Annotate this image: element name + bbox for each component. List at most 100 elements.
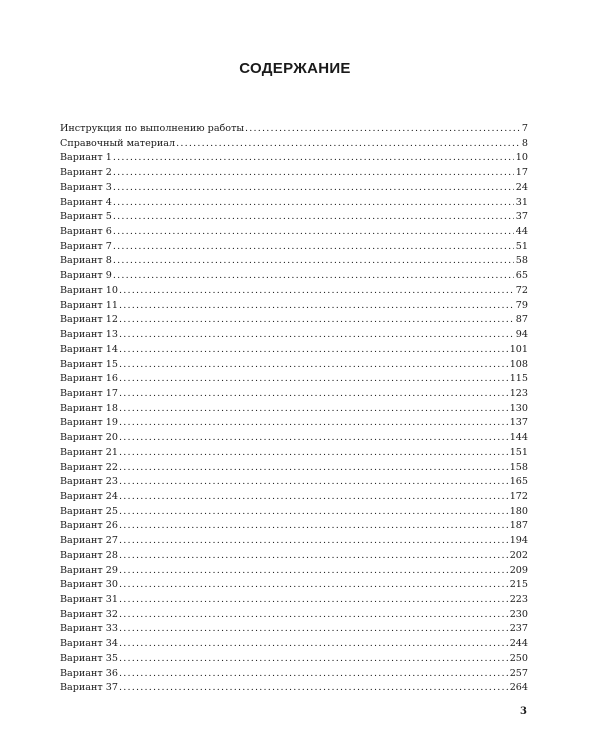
toc-entry-page: 215 (509, 579, 528, 591)
toc-entry-label: Вариант 31 (60, 594, 118, 605)
dot-leader (119, 534, 508, 549)
toc-entry[interactable]: Вариант 17 123 (60, 387, 528, 402)
toc-entry-page: 8 (521, 137, 528, 149)
toc-entry-page: 158 (509, 461, 528, 473)
toc-entry-label: Вариант 9 (60, 270, 112, 282)
dot-leader (119, 402, 508, 417)
toc-entry[interactable]: Вариант 36 257 (60, 667, 528, 682)
toc-entry-label: Вариант 25 (60, 505, 118, 517)
toc-entry-label: Вариант 16 (60, 373, 118, 385)
dot-leader (119, 667, 508, 682)
dot-leader (113, 240, 514, 255)
toc-entry[interactable]: Вариант 11 79 (60, 299, 528, 314)
toc-entry-label: Вариант 18 (60, 402, 118, 414)
toc-entry-page: 257 (509, 667, 528, 679)
toc-entry[interactable]: Вариант 22 158 (60, 461, 528, 476)
toc-entry[interactable]: Вариант 7 51 (60, 240, 528, 255)
toc-entry[interactable]: Вариант 15 108 (60, 358, 528, 373)
toc-entry[interactable]: Вариант 34 244 (60, 637, 528, 652)
toc-entry-label: Вариант 27 (60, 535, 118, 547)
dot-leader (119, 299, 514, 314)
toc-entry-page: 165 (509, 476, 528, 488)
toc-entry-label: Вариант 32 (60, 608, 118, 620)
toc-entry-page: 79 (515, 299, 528, 311)
page-number: 3 (520, 706, 527, 717)
toc-entry[interactable]: Инструкция по выполнению работы 7 (60, 122, 528, 137)
toc-entry[interactable]: Вариант 27 194 (60, 534, 528, 549)
toc-entry-label: Вариант 23 (60, 476, 118, 488)
toc-entry-page: 123 (509, 387, 528, 399)
toc-entry-page: 250 (509, 652, 528, 664)
toc-entry[interactable]: Вариант 4 31 (60, 196, 528, 211)
toc-entry-page: 7 (521, 123, 528, 134)
toc-entry-label: Вариант 33 (60, 623, 118, 635)
dot-leader (119, 372, 508, 387)
toc-entry[interactable]: Вариант 25 180 (60, 505, 528, 520)
toc-entry[interactable]: Вариант 18 130 (60, 402, 528, 417)
toc-entry-page: 209 (509, 564, 528, 576)
toc-entry[interactable]: Вариант 28 202 (60, 549, 528, 564)
toc-entry[interactable]: Вариант 16 115 (60, 372, 528, 387)
dot-leader (119, 505, 508, 520)
toc-entry[interactable]: Вариант 29 209 (60, 564, 528, 579)
toc-entry[interactable]: Вариант 8 58 (60, 254, 528, 269)
toc-entry-label: Вариант 15 (60, 358, 118, 370)
dot-leader (119, 608, 508, 623)
toc-entry[interactable]: Вариант 10 72 (60, 284, 528, 299)
toc-entry-label: Вариант 2 (60, 167, 112, 179)
toc-entry-page: 237 (509, 623, 528, 635)
toc-entry-page: 144 (509, 432, 528, 444)
toc-entry-page: 58 (515, 255, 528, 267)
toc-entry[interactable]: Вариант 23 165 (60, 475, 528, 490)
toc-entry-page: 180 (509, 505, 528, 517)
toc-entry[interactable]: Вариант 12 87 (60, 313, 528, 328)
toc-entry[interactable]: Вариант 31 223 (60, 593, 528, 608)
toc-entry[interactable]: Вариант 33 237 (60, 622, 528, 637)
toc-entry-label: Вариант 4 (60, 196, 112, 208)
toc-entry[interactable]: Вариант 14 101 (60, 343, 528, 358)
toc-entry[interactable]: Вариант 19 137 (60, 416, 528, 431)
toc-entry-label: Вариант 19 (60, 417, 118, 429)
toc-entry[interactable]: Справочный материал 8 (60, 137, 528, 152)
toc-entry[interactable]: Вариант 24 172 (60, 490, 528, 505)
dot-leader (119, 549, 508, 564)
toc-entry-page: 264 (509, 682, 528, 694)
dot-leader (119, 431, 508, 446)
dot-leader (113, 225, 514, 240)
dot-leader (119, 564, 508, 579)
toc-entry[interactable]: Вариант 21 151 (60, 446, 528, 461)
toc-entry[interactable]: Вариант 9 65 (60, 269, 528, 284)
dot-leader (119, 416, 508, 431)
toc-entry-page: 37 (515, 211, 528, 223)
toc-entry-label: Справочный материал (60, 137, 176, 149)
dot-leader (113, 151, 514, 166)
dot-leader (113, 254, 514, 269)
toc-entry[interactable]: Вариант 2 17 (60, 166, 528, 181)
dot-leader (176, 137, 520, 152)
dot-leader (119, 475, 508, 490)
toc-entry-label: Вариант 37 (60, 682, 118, 694)
toc-entry[interactable]: Вариант 30 215 (60, 578, 528, 593)
toc-entry-page: 151 (509, 446, 528, 458)
toc-entry[interactable]: Вариант 6 44 (60, 225, 528, 240)
toc-entry[interactable]: Вариант 35 250 (60, 652, 528, 667)
toc-entry[interactable]: Вариант 5 37 (60, 210, 528, 225)
toc-entry[interactable]: Вариант 1 10 (60, 151, 528, 166)
toc-entry[interactable]: Вариант 26 187 (60, 519, 528, 534)
toc-entry-page: 130 (509, 402, 528, 414)
dot-leader (119, 328, 514, 343)
toc-entry-label: Вариант 13 (60, 329, 118, 341)
toc-entry-page: 194 (509, 535, 528, 547)
toc-entry-page: 51 (515, 240, 528, 252)
toc-entry-label: Вариант 30 (60, 579, 118, 591)
toc-entry[interactable]: Вариант 13 94 (60, 328, 528, 343)
toc-entry[interactable]: Вариант 37 264 (60, 681, 528, 696)
dot-leader (119, 593, 508, 608)
toc-entry[interactable]: Вариант 3 24 (60, 181, 528, 196)
toc-entry[interactable]: Вариант 20 144 (60, 431, 528, 446)
toc-entry-label: Вариант 8 (60, 255, 112, 267)
toc-entry-label: Вариант 34 (60, 638, 118, 650)
dot-leader (113, 210, 514, 225)
dot-leader (113, 269, 514, 284)
toc-entry[interactable]: Вариант 32 230 (60, 608, 528, 623)
